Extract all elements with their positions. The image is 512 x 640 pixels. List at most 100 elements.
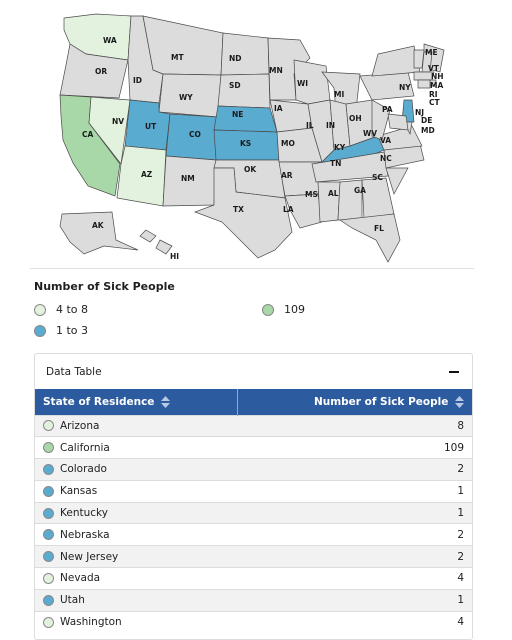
column-header-label: Number of Sick People — [313, 395, 449, 408]
state-label-mn: MN — [269, 66, 283, 75]
state-vt[interactable] — [413, 49, 425, 69]
state-label-ct: CT — [429, 98, 441, 107]
state-tx[interactable] — [193, 167, 293, 259]
state-hi[interactable] — [139, 229, 173, 255]
state-md[interactable] — [387, 113, 409, 131]
state-cell: Arizona — [35, 414, 238, 437]
legend-label: 4 to 8 — [56, 303, 89, 316]
column-header-count[interactable]: Number of Sick People — [236, 389, 472, 415]
state-name: Utah — [60, 594, 85, 607]
state-ga[interactable] — [361, 177, 395, 219]
state-label-nm: NM — [181, 174, 195, 183]
state-cell: California — [35, 436, 238, 459]
state-ct[interactable] — [417, 79, 431, 89]
sort-icon[interactable] — [455, 395, 464, 408]
state-name: California — [60, 441, 110, 454]
data-table-header[interactable]: Data Table — [35, 354, 472, 389]
legend-swatch — [262, 303, 274, 316]
state-cell: Kentucky — [35, 501, 238, 524]
data-table-title: Data Table — [46, 365, 102, 378]
state-label-ri: RI — [429, 90, 438, 99]
state-la[interactable] — [284, 193, 323, 229]
state-wv[interactable] — [371, 99, 391, 141]
state-name: Arizona — [60, 419, 100, 432]
state-label-nd: ND — [229, 54, 242, 63]
sort-icon[interactable] — [161, 395, 171, 408]
legend-item-109: 109 — [262, 303, 305, 316]
state-label-ks: KS — [240, 139, 251, 148]
map-divider — [30, 268, 474, 269]
state-or[interactable] — [59, 43, 129, 99]
state-label-ma: MA — [430, 81, 443, 90]
count-cell: 1 — [237, 479, 472, 503]
count-cell: 1 — [237, 501, 472, 524]
state-ny[interactable] — [371, 45, 421, 77]
state-ak[interactable] — [59, 211, 139, 255]
state-ms[interactable] — [317, 181, 341, 223]
state-cell: Nevada — [35, 567, 238, 590]
column-header-label: State of Residence — [43, 395, 155, 408]
state-label-mo: MO — [281, 139, 295, 148]
table-row: Nevada 4 — [35, 567, 472, 590]
state-sd[interactable] — [217, 73, 271, 109]
state-label-vt: VT — [428, 64, 440, 73]
state-sc[interactable] — [385, 167, 409, 195]
state-label-wi: WI — [297, 79, 308, 88]
state-mt[interactable] — [142, 15, 224, 76]
state-cell: Utah — [35, 588, 238, 612]
state-label-la: LA — [283, 205, 294, 214]
state-label-sc: SC — [372, 173, 383, 182]
state-az[interactable] — [116, 145, 167, 207]
state-label-ut: UT — [145, 122, 157, 131]
state-fl[interactable] — [339, 213, 401, 263]
count-cell: 1 — [237, 588, 472, 612]
count-cell: 2 — [237, 523, 472, 546]
state-name: New Jersey — [60, 550, 119, 563]
state-label-nc: NC — [380, 154, 392, 163]
table-row: Nebraska 2 — [35, 523, 472, 546]
table-row: New Jersey 2 — [35, 545, 472, 568]
state-label-sd: SD — [229, 81, 241, 90]
state-label-nj: NJ — [415, 108, 424, 117]
count-cell: 109 — [237, 436, 472, 459]
count-cell: 8 — [237, 414, 472, 437]
collapse-icon[interactable] — [448, 366, 460, 378]
state-cell: Colorado — [35, 458, 238, 481]
table-row: Kansas 1 — [35, 479, 472, 503]
state-label-wa: WA — [103, 36, 117, 45]
state-label-ky: KY — [334, 143, 346, 152]
state-label-ca: CA — [82, 130, 94, 139]
state-label-me: ME — [425, 48, 438, 57]
state-ne[interactable] — [213, 105, 278, 133]
state-label-mt: MT — [171, 53, 184, 62]
state-name: Colorado — [60, 463, 107, 476]
state-label-id: ID — [133, 76, 142, 85]
row-swatch — [43, 594, 54, 606]
row-swatch — [43, 616, 54, 628]
state-label-ak: AK — [92, 221, 105, 230]
count-cell: 4 — [237, 567, 472, 590]
row-swatch — [43, 485, 54, 497]
state-name: Kentucky — [60, 507, 108, 520]
table-row: Utah 1 — [35, 588, 472, 612]
state-label-nh: NH — [431, 72, 444, 81]
state-label-ok: OK — [244, 165, 257, 174]
state-label-tn: TN — [330, 159, 341, 168]
count-cell: 4 — [237, 610, 472, 633]
state-label-pa: PA — [382, 105, 393, 114]
state-tn[interactable] — [311, 151, 389, 183]
row-swatch — [43, 551, 54, 563]
legend-label: 109 — [284, 303, 305, 316]
legend-item-4-to-8: 4 to 8 — [34, 303, 88, 316]
state-label-ms: MS — [305, 190, 318, 199]
legend-label: 1 to 3 — [56, 324, 89, 337]
column-header-state[interactable]: State of Residence — [35, 389, 238, 415]
data-table-card: Data Table State of Residence Number of … — [34, 353, 473, 640]
state-label-or: OR — [95, 67, 107, 76]
state-cell: Nebraska — [35, 523, 238, 546]
state-label-hi: HI — [170, 252, 179, 261]
state-label-co: CO — [189, 130, 201, 139]
row-swatch — [43, 529, 54, 541]
state-label-oh: OH — [349, 114, 362, 123]
count-cell: 2 — [237, 545, 472, 568]
